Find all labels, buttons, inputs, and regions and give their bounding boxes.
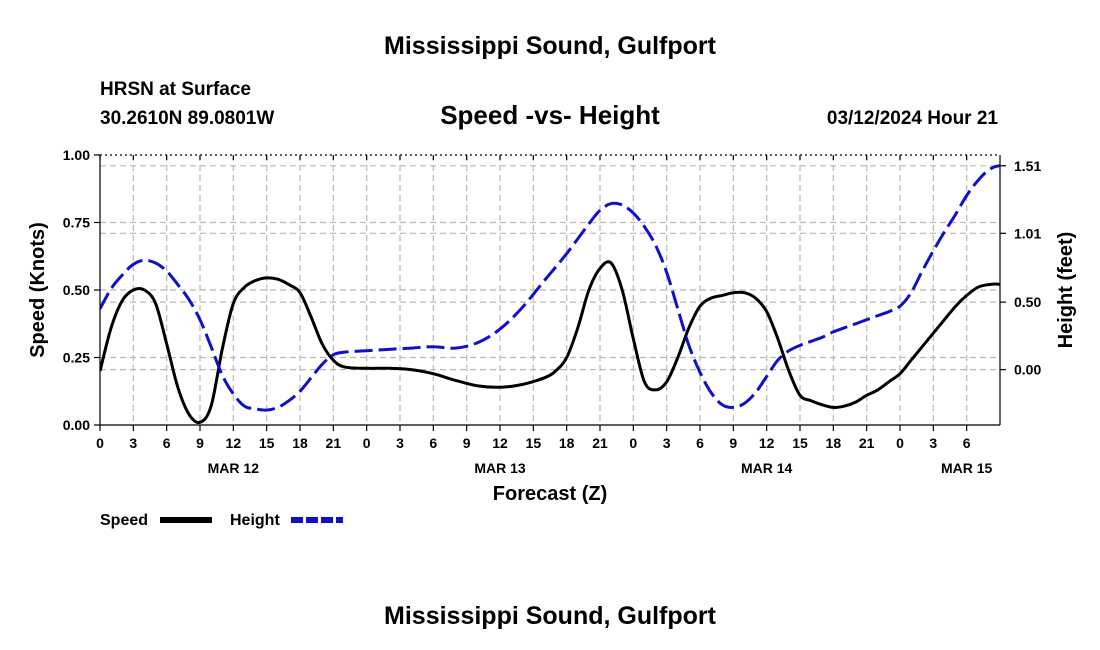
x-tick-label: 21 bbox=[859, 435, 875, 451]
x-tick-label: 6 bbox=[963, 435, 971, 451]
y-right-tick-label: 1.51 bbox=[1014, 158, 1041, 174]
x-tick-label: 21 bbox=[326, 435, 342, 451]
x-tick-label: 0 bbox=[96, 435, 104, 451]
grid-lines bbox=[100, 155, 1000, 425]
x-tick-label: 3 bbox=[129, 435, 137, 451]
y-left-tick-label: 0.25 bbox=[63, 350, 90, 366]
series-line-speed bbox=[100, 260, 1000, 425]
x-tick-label: 12 bbox=[492, 435, 508, 451]
x-axis-label: Forecast (Z) bbox=[493, 483, 607, 505]
forecast-datetime: 03/12/2024 Hour 21 bbox=[827, 108, 999, 129]
x-tick-label: 6 bbox=[429, 435, 437, 451]
y-axis-right-label: Height (feet) bbox=[1055, 232, 1077, 349]
station-line: HRSN at Surface bbox=[100, 79, 251, 100]
chart-subtitle: Speed -vs- Height bbox=[440, 100, 660, 130]
y-left-tick-label: 0.00 bbox=[63, 417, 90, 433]
x-tick-label: 0 bbox=[629, 435, 637, 451]
x-tick-label: 18 bbox=[292, 435, 308, 451]
x-date-label: MAR 12 bbox=[208, 460, 260, 476]
x-tick-label: 9 bbox=[463, 435, 471, 451]
y-axis-left-label: Speed (Knots) bbox=[27, 222, 49, 358]
x-date-label: MAR 13 bbox=[474, 460, 526, 476]
x-date-label: MAR 15 bbox=[941, 460, 993, 476]
station-coords: 30.2610N 89.0801W bbox=[100, 108, 274, 129]
x-tick-label: 0 bbox=[363, 435, 371, 451]
x-tick-label: 12 bbox=[226, 435, 242, 451]
x-tick-label: 21 bbox=[592, 435, 608, 451]
x-date-label: MAR 14 bbox=[741, 460, 793, 476]
y-right-tick-label: 0.00 bbox=[1014, 362, 1041, 378]
x-tick-label: 12 bbox=[759, 435, 775, 451]
tick-labels: 0 3 6 9 12 15 18 21 0 3 6 9 12 15 18 21 0 3 6 9 12 15 18 21 0 3 6 M… bbox=[63, 147, 1042, 476]
y-left-tick-label: 0.75 bbox=[63, 215, 90, 231]
y-right-tick-label: 0.50 bbox=[1014, 294, 1041, 310]
legend-speed-label: Speed bbox=[100, 512, 148, 529]
series-lines bbox=[100, 164, 1000, 425]
x-tick-label: 9 bbox=[729, 435, 737, 451]
footer-title: Mississippi Sound, Gulfport bbox=[384, 602, 717, 630]
y-right-tick-label: 1.01 bbox=[1014, 225, 1041, 241]
x-tick-label: 18 bbox=[559, 435, 575, 451]
x-tick-label: 6 bbox=[696, 435, 704, 451]
x-tick-label: 15 bbox=[259, 435, 275, 451]
x-tick-label: 3 bbox=[396, 435, 404, 451]
legend: Speed Height bbox=[100, 512, 343, 529]
x-tick-label: 3 bbox=[663, 435, 671, 451]
x-tick-label: 15 bbox=[792, 435, 808, 451]
x-tick-label: 9 bbox=[196, 435, 204, 451]
x-tick-label: 3 bbox=[929, 435, 937, 451]
x-tick-label: 6 bbox=[163, 435, 171, 451]
plot-frame bbox=[94, 154, 1006, 431]
series-line-height bbox=[100, 164, 1000, 412]
x-tick-label: 15 bbox=[526, 435, 542, 451]
legend-height-label: Height bbox=[230, 512, 280, 529]
y-left-tick-label: 0.50 bbox=[63, 282, 90, 298]
y-left-tick-label: 1.00 bbox=[63, 147, 90, 163]
x-tick-label: 18 bbox=[826, 435, 842, 451]
chart-title: Mississippi Sound, Gulfport bbox=[384, 32, 717, 60]
x-tick-label: 0 bbox=[896, 435, 904, 451]
